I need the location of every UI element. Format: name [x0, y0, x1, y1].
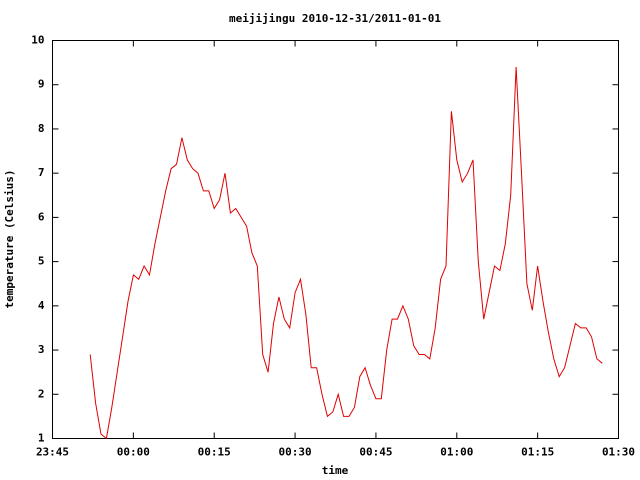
y-tick-label: 8	[38, 122, 45, 135]
x-axis-label: time	[322, 464, 349, 477]
y-tick-label: 7	[38, 166, 45, 179]
x-tick-label: 01:30	[602, 446, 635, 459]
plot-frame	[52, 40, 619, 439]
x-tick-label: 00:45	[359, 446, 392, 459]
x-tick-label: 01:15	[521, 446, 554, 459]
x-tick-label: 01:00	[440, 446, 473, 459]
x-tick-label: 00:30	[279, 446, 312, 459]
y-tick-label: 6	[38, 210, 45, 223]
y-tick-label: 4	[38, 299, 45, 312]
y-tick-label: 5	[38, 255, 45, 268]
y-tick-label: 1	[38, 432, 45, 445]
y-tick-label: 9	[38, 78, 45, 91]
y-tick-label: 3	[38, 343, 45, 356]
y-axis-label: temperature (Celsius)	[3, 169, 16, 308]
x-tick-label: 00:00	[117, 446, 150, 459]
chart-title: meijijingu 2010-12-31/2011-01-01	[229, 12, 441, 25]
x-tick-label: 23:45	[36, 446, 69, 459]
y-tick-label: 2	[38, 387, 45, 400]
y-tick-label: 10	[31, 34, 44, 47]
data-line	[89, 66, 603, 440]
x-tick-label: 00:15	[198, 446, 231, 459]
